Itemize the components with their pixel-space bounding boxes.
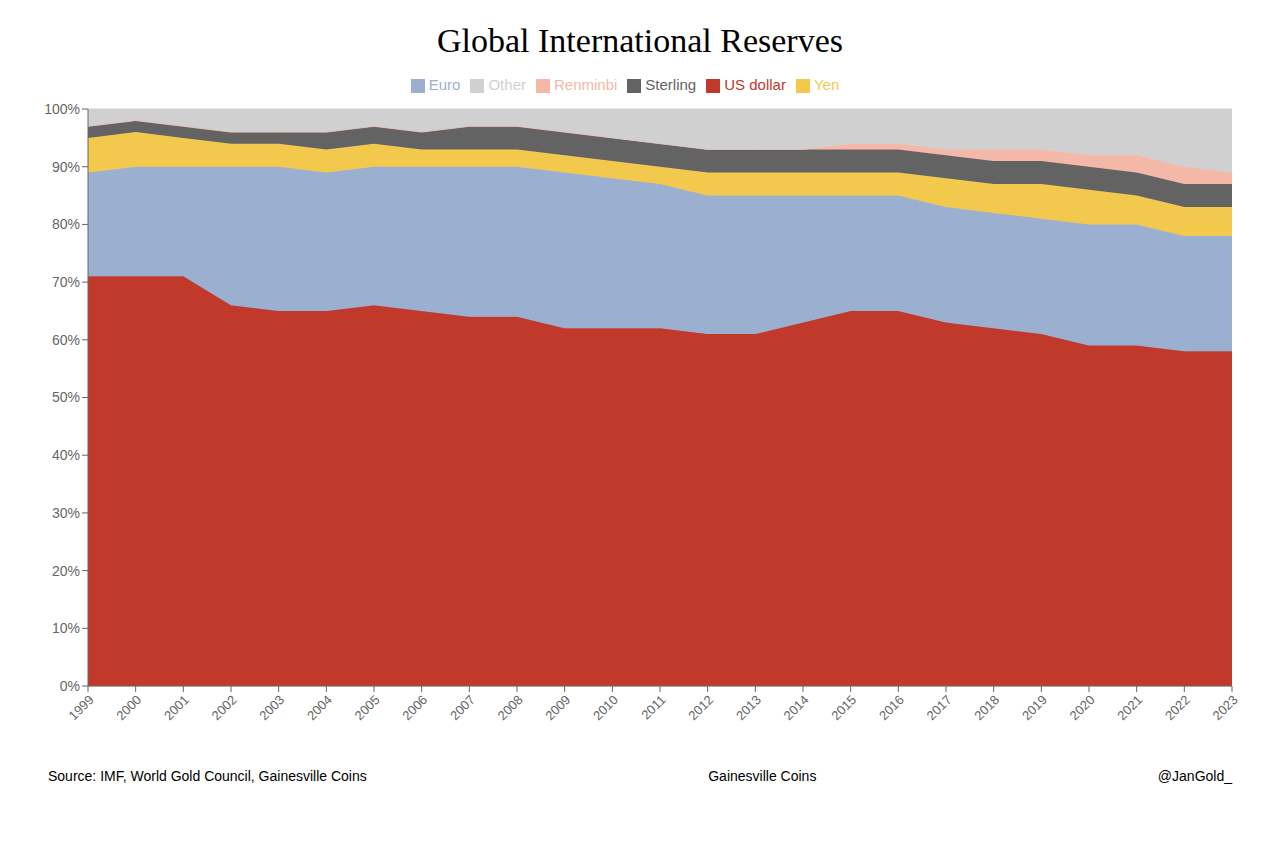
html-text:Other: Other <box>488 76 526 93</box>
svg-text:50%: 50% <box>52 389 80 405</box>
svg-text:2022: 2022 <box>1162 692 1193 723</box>
svg-text:2020: 2020 <box>1067 692 1098 723</box>
html-text:Gainesville Coins: Gainesville Coins <box>708 768 817 784</box>
svg-text:1999: 1999 <box>66 692 97 723</box>
svg-text:2009: 2009 <box>542 692 573 723</box>
svg-text:2001: 2001 <box>161 692 192 723</box>
svg-text:2006: 2006 <box>399 692 430 723</box>
svg-text:2023: 2023 <box>1210 692 1241 723</box>
html-text:@JanGold_: @JanGold_ <box>1157 768 1232 784</box>
svg-text:2016: 2016 <box>876 692 907 723</box>
svg-text:2014: 2014 <box>781 692 812 723</box>
svg-text:30%: 30% <box>52 505 80 521</box>
svg-text:2005: 2005 <box>352 692 383 723</box>
svg-text:2003: 2003 <box>256 692 287 723</box>
svg-text:60%: 60% <box>52 332 80 348</box>
html-text:Yen: Yen <box>813 76 840 93</box>
svg-text:2007: 2007 <box>447 692 478 723</box>
html-text:Global International Reserves: Global International Reserves <box>437 22 843 59</box>
svg-text:40%: 40% <box>52 447 80 463</box>
svg-text:2013: 2013 <box>733 692 764 723</box>
html-text:Sterling: Sterling <box>645 76 697 93</box>
svg-text:2008: 2008 <box>495 692 526 723</box>
html-text:Source: IMF, World Gold Counci: Source: IMF, World Gold Council, Gainesv… <box>48 768 367 784</box>
html-text:Euro: Euro <box>428 76 461 93</box>
svg-text:0%: 0% <box>60 678 80 694</box>
svg-text:2000: 2000 <box>113 692 144 723</box>
svg-text:90%: 90% <box>52 159 80 175</box>
svg-text:2019: 2019 <box>1019 692 1050 723</box>
html-text:US dollar: US dollar <box>724 76 786 93</box>
svg-text:2015: 2015 <box>828 692 859 723</box>
svg-text:2012: 2012 <box>685 692 716 723</box>
svg-text:2021: 2021 <box>1114 692 1145 723</box>
svg-text:2010: 2010 <box>590 692 621 723</box>
svg-text:10%: 10% <box>52 620 80 636</box>
svg-text:2018: 2018 <box>971 692 1002 723</box>
svg-text:2017: 2017 <box>924 692 955 723</box>
svg-text:20%: 20% <box>52 563 80 579</box>
svg-text:100%: 100% <box>44 101 80 117</box>
svg-text:70%: 70% <box>52 274 80 290</box>
svg-text:2002: 2002 <box>209 692 240 723</box>
svg-text:2011: 2011 <box>638 692 668 722</box>
html-text:Renminbi: Renminbi <box>554 76 618 93</box>
svg-text:2004: 2004 <box>304 692 335 723</box>
svg-text:80%: 80% <box>52 216 80 232</box>
